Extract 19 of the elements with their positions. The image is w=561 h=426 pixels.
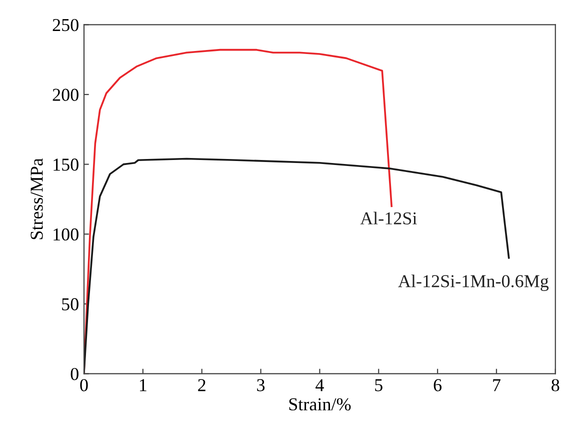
y-axis-title: Stress/MPa — [30, 158, 43, 240]
x-tick-label: 8 — [552, 379, 560, 392]
y-tick-label: 0 — [70, 368, 78, 380]
x-tick-label: 6 — [434, 379, 442, 392]
x-tick-label: 7 — [493, 379, 500, 392]
x-tick-label: 3 — [257, 379, 265, 392]
y-tick-label: 100 — [54, 228, 78, 241]
x-tick-label: 2 — [198, 379, 206, 392]
y-tick-label: 50 — [62, 298, 78, 310]
y-tick-label: 250 — [52, 18, 78, 32]
x-tick-label: 1 — [140, 379, 146, 392]
y-tick-label: 200 — [52, 88, 78, 101]
series-label: Al-12Si — [360, 212, 417, 224]
x-tick-label: 5 — [375, 379, 382, 392]
x-tick-label: 4 — [316, 379, 324, 392]
text: Al-12Si-1Mn-0.6Mg — [398, 274, 549, 292]
y-tick-label: 150 — [54, 158, 78, 171]
x-tick-label: 0 — [80, 379, 88, 392]
x-axis-title: Strain/% — [289, 398, 351, 410]
